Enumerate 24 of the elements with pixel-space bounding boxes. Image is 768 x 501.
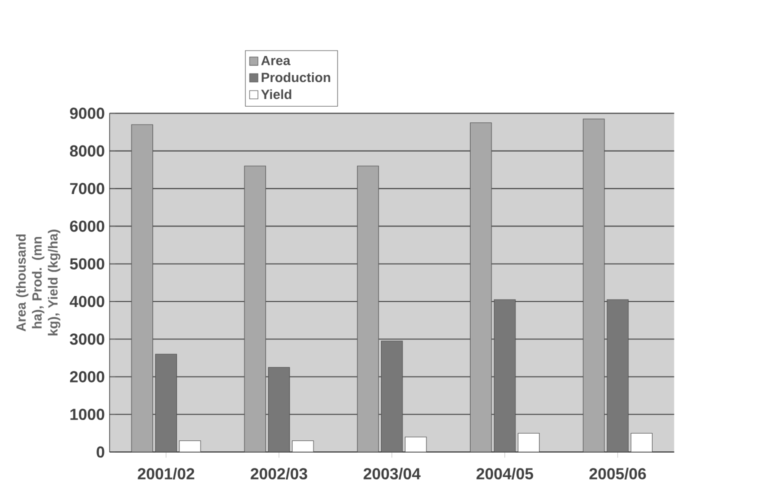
legend-label: Production [262, 72, 330, 82]
y-tick-label: 3000 [70, 333, 104, 345]
y-tick-label: 9000 [70, 108, 104, 119]
x-tick-label: 2002/03 [250, 468, 308, 480]
y-axis-title: Area (thousand ha), Prod. (mn kg), Yield (kg/ha) [16, 230, 60, 336]
y-tick-label: 1000 [70, 408, 104, 420]
y-tick-label: 5000 [70, 258, 104, 270]
y-tick-label: 4000 [70, 296, 104, 308]
x-tick-label: 2005/06 [589, 468, 646, 480]
legend-label: Area [261, 56, 290, 66]
x-tick-label: 2001/02 [138, 468, 194, 480]
x-tick-label: 2003/04 [364, 468, 421, 480]
bar [179, 440, 201, 452]
y-tick-label: 7000 [70, 182, 104, 194]
bar [404, 436, 427, 452]
y-tick-label: 2000 [70, 371, 104, 382]
x-tick-label: 2004/05 [476, 468, 534, 480]
bar [292, 440, 314, 452]
bar [630, 432, 653, 452]
legend-label: Yield [261, 89, 292, 99]
y-tick-label: 0 [96, 446, 104, 458]
bar [518, 432, 540, 452]
y-tick-label: 8000 [70, 145, 104, 156]
y-tick-label: 6000 [70, 220, 104, 232]
